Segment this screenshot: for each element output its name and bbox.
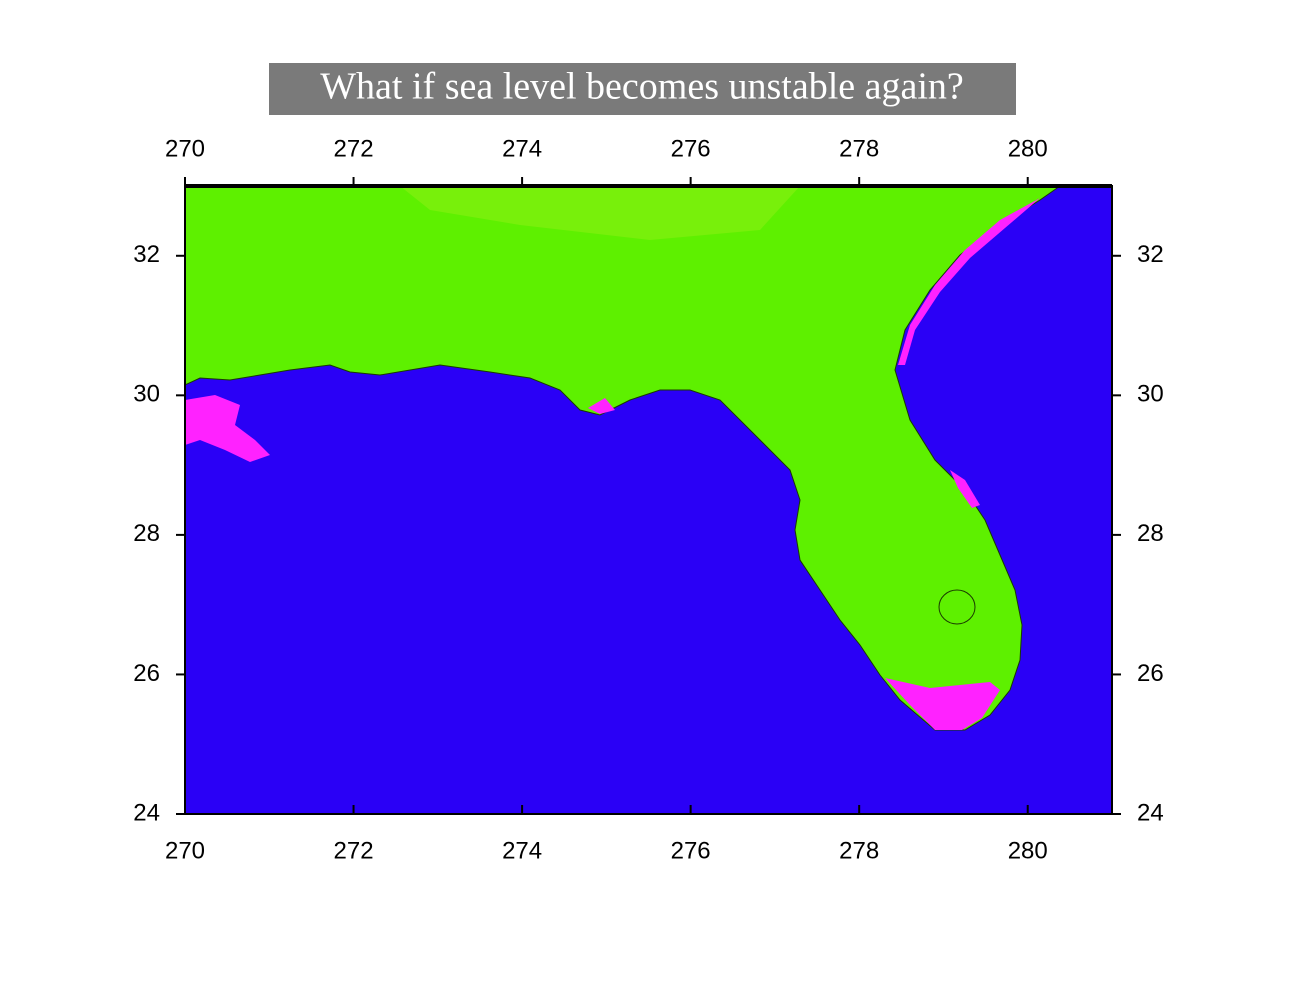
x-tick-label-top: 276	[671, 135, 711, 162]
y-tick-label-right: 30	[1137, 381, 1164, 408]
y-tick-label: 32	[133, 241, 160, 268]
x-tick-label-top: 270	[165, 135, 205, 162]
x-tick-label-top: 278	[839, 135, 879, 162]
x-tick-label: 274	[502, 837, 542, 864]
flooded-east-coast-south	[950, 470, 980, 508]
flooded-delta	[185, 395, 270, 462]
x-tick-label-top: 274	[502, 135, 542, 162]
y-tick-label-right: 28	[1137, 520, 1164, 547]
y-tick-label: 26	[133, 660, 160, 687]
land-highlands	[400, 186, 800, 240]
y-tick-label: 24	[133, 799, 160, 826]
map-title: What if sea level becomes unstable again…	[320, 66, 964, 108]
flooded-everglades	[885, 678, 1000, 730]
x-tick-label: 280	[1008, 837, 1048, 864]
y-tick-label: 28	[133, 520, 160, 547]
y-tick-label: 30	[133, 381, 160, 408]
title-box	[269, 63, 1016, 115]
x-tick-label-top: 272	[334, 135, 374, 162]
x-tick-label: 272	[334, 837, 374, 864]
y-tick-label-right: 26	[1137, 660, 1164, 687]
x-tick-label: 276	[671, 837, 711, 864]
y-tick-label-right: 32	[1137, 241, 1164, 268]
x-tick-label: 278	[839, 837, 879, 864]
x-tick-label: 270	[165, 837, 205, 864]
flooded-big-bend	[588, 398, 615, 414]
x-tick-label-top: 280	[1008, 135, 1048, 162]
y-tick-label-right: 24	[1137, 799, 1164, 826]
land	[184, 185, 1062, 731]
lake-okeechobee	[938, 589, 976, 625]
